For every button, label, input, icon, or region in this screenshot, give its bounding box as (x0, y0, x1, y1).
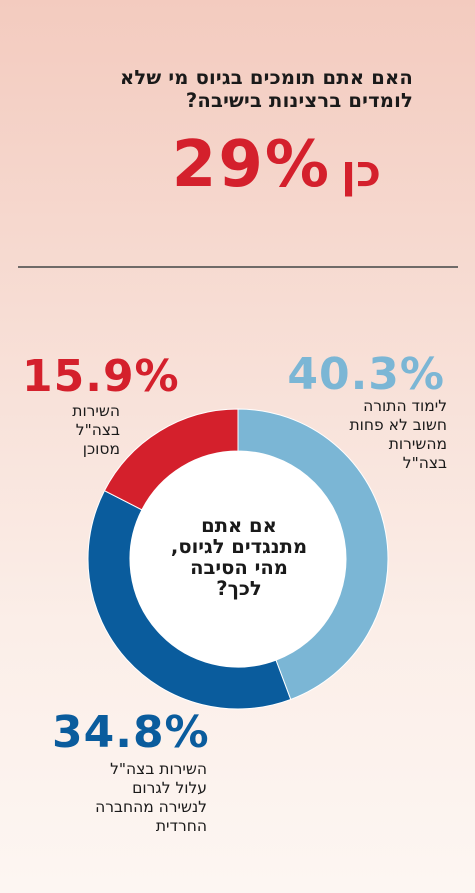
segment-1-percentage: 40.3% (287, 349, 445, 400)
segment-3-desc-line: מסוכן (82, 440, 120, 458)
segment-3-desc-line: השירות (72, 402, 120, 420)
center-line-2: מתנגדים לגיוס, (170, 535, 308, 558)
question-line-2: לומדים ברצינות בישיבה? (185, 89, 413, 112)
donut-hole (130, 451, 346, 667)
center-line-1: אם אתם (201, 514, 277, 537)
yes-result: כן 29% (172, 128, 381, 202)
segment-2-description: השירות בצה"ל עלול לגרום לנשירה מהחברה הח… (37, 760, 207, 836)
section-divider (18, 266, 458, 268)
segment-2-desc-line: החרדית (155, 817, 207, 835)
yes-label: כן (340, 146, 381, 197)
center-line-4: לכך? (216, 577, 262, 600)
segment-1-desc-line: לימוד התורה (363, 397, 447, 415)
segment-2-desc-line: לנשירה מהחברה (95, 798, 207, 816)
question-title: האם אתם תומכים בגיוס מי שלא לומדים ברצינ… (53, 66, 413, 112)
segment-1-desc-line: מהשירות (388, 435, 447, 453)
segment-2-desc-line: עלול לגרום (132, 779, 207, 797)
segment-2-desc-line: השירות בצה"ל (110, 760, 207, 778)
segment-1-description: לימוד התורה חשוב לא פחות מהשירות בצה"ל (297, 397, 447, 473)
question-line-1: האם אתם תומכים בגיוס מי שלא (119, 66, 413, 89)
yes-percentage: 29% (171, 128, 331, 202)
segment-1-desc-line: בצה"ל (402, 454, 447, 472)
donut-center-question: אם אתם מתנגדים לגיוס, מהי הסיבה לכך? (139, 515, 339, 599)
segment-3-desc-line: בצה"ל (75, 421, 120, 439)
center-line-3: מהי הסיבה (190, 556, 288, 579)
segment-1-desc-line: חשוב לא פחות (349, 416, 447, 434)
segment-2-percentage: 34.8% (52, 707, 210, 758)
segment-3-percentage: 15.9% (22, 351, 180, 402)
segment-3-description: השירות בצה"ל מסוכן (10, 402, 120, 459)
